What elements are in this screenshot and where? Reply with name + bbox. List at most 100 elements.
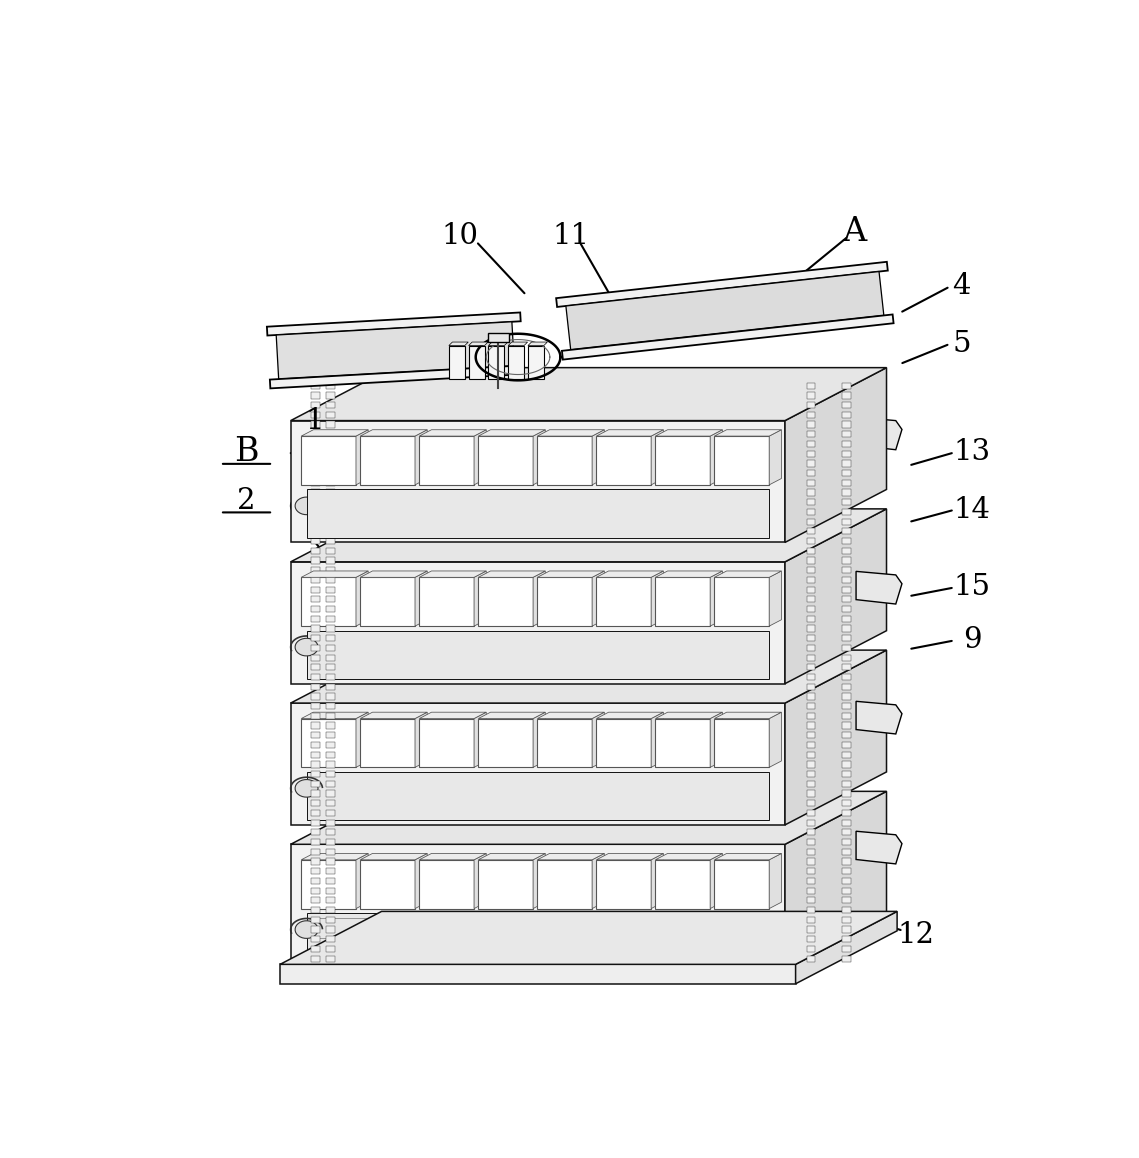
Polygon shape xyxy=(806,887,816,894)
Polygon shape xyxy=(478,859,533,909)
Polygon shape xyxy=(326,742,335,748)
Polygon shape xyxy=(360,578,415,626)
Polygon shape xyxy=(267,313,521,336)
Polygon shape xyxy=(857,831,902,864)
Polygon shape xyxy=(326,732,335,739)
Polygon shape xyxy=(842,907,851,914)
Polygon shape xyxy=(842,548,851,554)
Polygon shape xyxy=(419,578,474,626)
Polygon shape xyxy=(806,596,816,602)
Polygon shape xyxy=(538,712,605,719)
Polygon shape xyxy=(592,853,605,909)
Polygon shape xyxy=(796,911,898,984)
Polygon shape xyxy=(842,528,851,535)
Polygon shape xyxy=(842,955,851,961)
Polygon shape xyxy=(326,665,335,670)
Polygon shape xyxy=(806,538,816,544)
Polygon shape xyxy=(785,367,886,542)
Text: 10: 10 xyxy=(442,222,478,250)
Polygon shape xyxy=(326,431,335,438)
Polygon shape xyxy=(474,853,486,909)
Polygon shape xyxy=(311,587,320,593)
Polygon shape xyxy=(301,578,357,626)
Polygon shape xyxy=(301,853,368,859)
Polygon shape xyxy=(806,645,816,651)
Polygon shape xyxy=(295,497,318,514)
Polygon shape xyxy=(842,820,851,826)
Polygon shape xyxy=(806,528,816,535)
Polygon shape xyxy=(806,820,816,826)
Polygon shape xyxy=(290,367,886,420)
Polygon shape xyxy=(806,470,816,476)
Polygon shape xyxy=(360,437,415,485)
Polygon shape xyxy=(311,625,320,631)
Polygon shape xyxy=(301,712,368,719)
Polygon shape xyxy=(357,853,368,909)
Polygon shape xyxy=(290,562,785,683)
Polygon shape xyxy=(326,402,335,409)
Polygon shape xyxy=(806,412,816,418)
Polygon shape xyxy=(311,654,320,661)
Polygon shape xyxy=(311,557,320,564)
Text: B: B xyxy=(235,437,259,468)
Polygon shape xyxy=(311,955,320,961)
Polygon shape xyxy=(419,712,486,719)
Polygon shape xyxy=(785,508,886,683)
Polygon shape xyxy=(311,849,320,855)
Polygon shape xyxy=(326,557,335,564)
Polygon shape xyxy=(311,732,320,739)
Polygon shape xyxy=(806,519,816,525)
Polygon shape xyxy=(597,853,663,859)
Polygon shape xyxy=(806,926,816,932)
Polygon shape xyxy=(326,946,335,952)
Polygon shape xyxy=(842,840,851,845)
Polygon shape xyxy=(592,712,605,768)
Polygon shape xyxy=(311,382,320,389)
Polygon shape xyxy=(714,712,781,719)
Polygon shape xyxy=(806,946,816,952)
Polygon shape xyxy=(769,712,781,768)
Polygon shape xyxy=(842,926,851,932)
Polygon shape xyxy=(311,479,320,486)
Polygon shape xyxy=(806,713,816,719)
Polygon shape xyxy=(326,470,335,476)
Polygon shape xyxy=(785,650,886,824)
Polygon shape xyxy=(326,528,335,535)
Polygon shape xyxy=(857,417,902,449)
Polygon shape xyxy=(474,430,486,485)
Polygon shape xyxy=(311,742,320,748)
Polygon shape xyxy=(806,508,816,515)
Polygon shape xyxy=(415,430,427,485)
Polygon shape xyxy=(538,578,592,626)
Polygon shape xyxy=(326,868,335,874)
Polygon shape xyxy=(842,606,851,613)
Polygon shape xyxy=(857,702,902,734)
Polygon shape xyxy=(326,809,335,816)
Polygon shape xyxy=(478,437,533,485)
Polygon shape xyxy=(301,430,368,437)
Polygon shape xyxy=(295,921,318,938)
Polygon shape xyxy=(655,571,722,578)
Polygon shape xyxy=(326,519,335,525)
Polygon shape xyxy=(326,897,335,903)
Polygon shape xyxy=(806,742,816,748)
Polygon shape xyxy=(806,587,816,593)
Polygon shape xyxy=(311,946,320,952)
Polygon shape xyxy=(806,499,816,505)
Polygon shape xyxy=(295,638,318,655)
Polygon shape xyxy=(714,853,781,859)
Polygon shape xyxy=(449,342,468,345)
Polygon shape xyxy=(415,712,427,768)
Polygon shape xyxy=(326,926,335,932)
Polygon shape xyxy=(326,538,335,544)
Polygon shape xyxy=(311,887,320,894)
Polygon shape xyxy=(806,606,816,613)
Polygon shape xyxy=(326,791,335,797)
Polygon shape xyxy=(842,713,851,719)
Polygon shape xyxy=(842,897,851,903)
Polygon shape xyxy=(842,587,851,593)
Polygon shape xyxy=(360,859,415,909)
Polygon shape xyxy=(842,479,851,486)
Polygon shape xyxy=(326,820,335,826)
Polygon shape xyxy=(842,538,851,544)
